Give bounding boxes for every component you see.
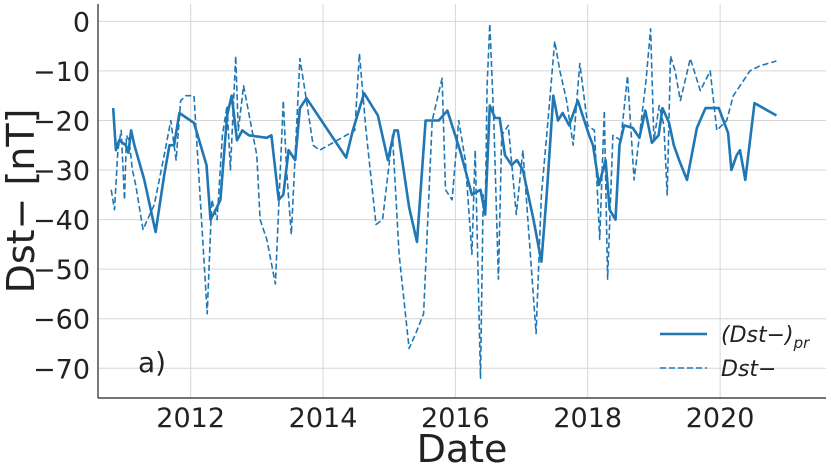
tick-labels: 2012 2014 2016 2018 2020 0 −10 −20 −30 −40 −50 −60 −… xyxy=(33,7,754,434)
grid xyxy=(98,4,826,398)
x-tick-label: 2012 xyxy=(156,403,225,434)
legend: (Dst−)pr Dst− xyxy=(660,323,810,382)
x-axis-title: Date xyxy=(417,427,508,471)
axes xyxy=(97,4,826,399)
x-tick-label: 2014 xyxy=(289,403,358,434)
x-tick-label: 2018 xyxy=(553,403,622,434)
x-tick-label: 2020 xyxy=(686,403,755,434)
series-line-predicted xyxy=(111,91,778,264)
legend-label-predicted-sub: pr xyxy=(793,334,811,352)
legend-label-observed: Dst− xyxy=(721,357,776,382)
legend-label-predicted: (Dst−)pr xyxy=(721,323,810,352)
series-line-observed xyxy=(110,22,777,380)
y-tick-label: −50 xyxy=(33,255,90,286)
y-tick-label: −40 xyxy=(33,206,90,237)
x-tick-label: 2016 xyxy=(421,403,490,434)
legend-label-predicted-main: (Dst−) xyxy=(721,323,794,348)
y-tick-label: −60 xyxy=(33,305,90,336)
y-tick-label: −70 xyxy=(33,354,90,385)
y-axis-title: Dst− [nT] xyxy=(0,109,43,294)
panel-label: a) xyxy=(138,346,166,379)
y-tick-label: −20 xyxy=(33,106,90,137)
y-tick-label: −10 xyxy=(33,57,90,88)
y-tick-label: 0 xyxy=(73,7,90,38)
y-tick-label: −30 xyxy=(33,156,90,187)
series-layer xyxy=(110,22,778,380)
